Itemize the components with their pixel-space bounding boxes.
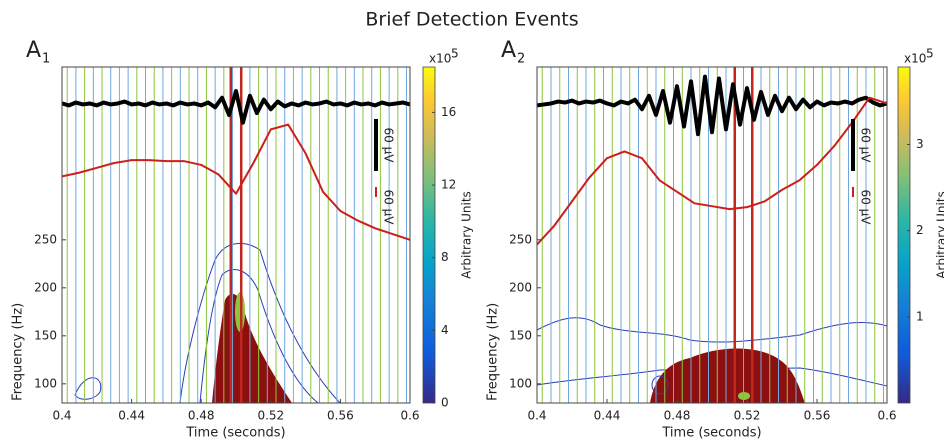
- y-axis-label: Frequency (Hz): [486, 303, 501, 401]
- colorbar-tick-label: 2: [916, 223, 924, 237]
- trace: [62, 123, 410, 241]
- y-tick-label: 250: [509, 232, 532, 246]
- x-tick-label: 0.56: [804, 409, 831, 423]
- y-tick-label: 200: [509, 280, 532, 294]
- colorbar-exponent: 5: [926, 47, 934, 61]
- x-tick-label: 0.6: [877, 409, 896, 423]
- x-tick-label: 0.52: [734, 409, 761, 423]
- x-tick-label: 0.4: [527, 409, 546, 423]
- scale-bar-label: 60 µV: [859, 128, 873, 164]
- x-tick-label: 0.44: [118, 409, 145, 423]
- colorbar-multiplier: x10: [904, 52, 926, 66]
- x-axis-label: Time (seconds): [185, 426, 285, 441]
- y-tick-label: 250: [34, 232, 57, 246]
- panel-label: A: [501, 38, 516, 63]
- y-tick-label: 100: [509, 376, 532, 390]
- colorbar-tick-label: 0: [441, 396, 449, 410]
- colorbar: [422, 66, 436, 404]
- contours: [537, 67, 887, 403]
- x-tick-label: 0.6: [400, 409, 419, 423]
- trace: [62, 89, 410, 125]
- figure-title: Brief Detection Events: [365, 9, 578, 31]
- contours: [62, 67, 410, 403]
- trace: [537, 74, 887, 137]
- scale-bar-label: 60 µV: [859, 190, 873, 226]
- x-tick-label: 0.48: [188, 409, 215, 423]
- colorbar-tick-label: 4: [441, 323, 449, 337]
- y-tick-label: 150: [509, 328, 532, 342]
- colorbar-tick-label: 12: [441, 178, 456, 192]
- panel: 0.4 0.44 0.48 0.52 0.56 0.6 100 150 200 250 Time (…: [486, 38, 944, 441]
- colorbar-multiplier: x10: [429, 52, 451, 66]
- colorbar-label: Arbitrary Units: [460, 191, 474, 279]
- y-tick-label: 200: [34, 280, 57, 294]
- x-tick-label: 0.44: [594, 409, 621, 423]
- x-tick-label: 0.52: [257, 409, 284, 423]
- colorbar: [897, 66, 911, 404]
- panel-subscript: 2: [517, 52, 525, 67]
- x-tick-label: 0.56: [327, 409, 354, 423]
- colorbar-exponent: 5: [451, 47, 459, 61]
- plot-frame: [61, 66, 411, 404]
- y-axis-label: Frequency (Hz): [11, 303, 26, 401]
- x-tick-label: 0.4: [52, 409, 71, 423]
- panel-subscript: 1: [42, 52, 50, 67]
- y-tick-label: 150: [34, 328, 57, 342]
- colorbar-tick-label: 1: [916, 309, 924, 323]
- colorbar-tick-label: 16: [441, 105, 456, 119]
- colorbar-tick-label: 8: [441, 250, 449, 264]
- y-tick-label: 100: [34, 376, 57, 390]
- trace: [537, 96, 887, 246]
- panel-label: A: [26, 38, 41, 63]
- x-tick-label: 0.48: [664, 409, 691, 423]
- plot-frame: [536, 66, 888, 404]
- scale-bar-label: 60 µV: [382, 190, 396, 226]
- x-axis-label: Time (seconds): [661, 426, 761, 441]
- scale-bar-label: 60 µV: [382, 128, 396, 164]
- colorbar-label: Arbitrary Units: [935, 191, 944, 279]
- colorbar-tick-label: 3: [916, 137, 924, 151]
